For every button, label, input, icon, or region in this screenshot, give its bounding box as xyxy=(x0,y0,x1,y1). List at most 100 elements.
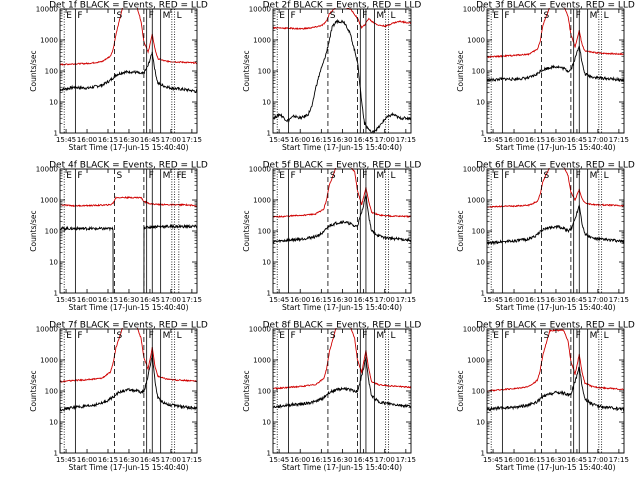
y-tick-label: 1 xyxy=(481,290,485,298)
y-axis-label: Counts/sec xyxy=(456,210,465,251)
series-line-events xyxy=(273,194,411,245)
marker-label: M xyxy=(590,331,598,341)
x-tick-label: 17:00 xyxy=(375,456,395,464)
marker-label: F xyxy=(362,11,367,21)
marker-label: E xyxy=(66,331,72,341)
x-tick-label: 17:00 xyxy=(588,456,608,464)
x-tick-label: 16:15 xyxy=(525,296,545,304)
marker-label: F xyxy=(149,331,154,341)
y-tick-label: 1 xyxy=(54,450,58,458)
y-tick-label: 1 xyxy=(54,290,58,298)
x-axis-label: Start Time (17-Jun-15 15:40:40) xyxy=(282,463,402,472)
plot-frame xyxy=(272,8,412,134)
x-tick-label: 17:00 xyxy=(375,136,395,144)
x-axis-label: Start Time (17-Jun-15 15:40:40) xyxy=(496,463,616,472)
marker-label: S xyxy=(544,11,550,21)
y-axis-label: Counts/sec xyxy=(456,370,465,411)
marker-label: F xyxy=(290,171,295,181)
y-tick-label: 10000 xyxy=(463,326,485,334)
marker-label: F xyxy=(362,171,367,181)
y-tick-label: 10 xyxy=(49,419,58,427)
x-tick-label: 16:30 xyxy=(546,136,566,144)
x-tick-label: 15:45 xyxy=(269,136,289,144)
y-tick-label: 1 xyxy=(481,450,485,458)
x-tick-label: 17:15 xyxy=(609,136,629,144)
panel-title: Det 6f BLACK = Events, RED = LLD xyxy=(476,161,635,171)
x-tick-label: 16:30 xyxy=(546,296,566,304)
panel-title: Det 8f BLACK = Events, RED = LLD xyxy=(263,321,422,331)
marker-label: S xyxy=(117,11,123,21)
x-tick-label: 16:15 xyxy=(98,296,118,304)
y-tick-label: 10000 xyxy=(36,326,58,334)
y-tick-label: 10 xyxy=(49,99,58,107)
y-tick-label: 1000 xyxy=(253,357,271,365)
y-tick-label: 1000 xyxy=(467,357,485,365)
x-tick-label: 16:15 xyxy=(98,456,118,464)
x-tick-label: 17:15 xyxy=(182,296,202,304)
series-line-lld xyxy=(273,8,411,31)
y-tick-label: 1 xyxy=(481,130,485,138)
y-tick-label: 100 xyxy=(258,388,271,396)
panel-title: Det 9f BLACK = Events, RED = LLD xyxy=(476,321,635,331)
x-tick-label: 15:45 xyxy=(483,136,503,144)
marker-label: F xyxy=(576,331,581,341)
x-tick-label: 16:30 xyxy=(332,456,352,464)
y-tick-label: 10 xyxy=(476,419,485,427)
marker-label: F xyxy=(576,11,581,21)
plot-frame xyxy=(486,168,625,294)
y-tick-label: 1 xyxy=(267,450,271,458)
marker-label: S xyxy=(544,171,550,181)
marker-label: M xyxy=(590,171,598,181)
marker-label: M xyxy=(163,11,171,21)
series-line-events xyxy=(487,366,624,413)
x-tick-label: 16:30 xyxy=(332,296,352,304)
marker-label: M xyxy=(163,171,171,181)
y-tick-label: 10000 xyxy=(463,6,485,14)
marker-label: F xyxy=(77,331,82,341)
y-tick-label: 10 xyxy=(476,259,485,267)
x-tick-label: 16:15 xyxy=(525,136,545,144)
marker-label: F xyxy=(177,171,182,181)
series-line-lld xyxy=(487,328,624,392)
marker-label: F xyxy=(290,11,295,21)
plot-frame xyxy=(59,168,198,294)
x-tick-label: 16:45 xyxy=(567,136,587,144)
x-tick-label: 16:45 xyxy=(140,296,160,304)
x-tick-label: 16:45 xyxy=(567,456,587,464)
x-tick-label: 16:30 xyxy=(119,296,139,304)
panel-title: Det 7f BLACK = Events, RED = LLD xyxy=(49,321,208,331)
y-axis-label: Counts/sec xyxy=(456,50,465,91)
series-line-events xyxy=(273,18,411,134)
x-tick-label: 17:15 xyxy=(396,296,416,304)
x-tick-label: 16:15 xyxy=(311,136,331,144)
x-tick-label: 16:15 xyxy=(311,296,331,304)
x-tick-label: 15:45 xyxy=(269,296,289,304)
series-line-events xyxy=(143,223,197,294)
series-line-lld xyxy=(487,168,624,209)
y-tick-label: 100 xyxy=(258,228,271,236)
x-tick-label: 16:30 xyxy=(119,456,139,464)
y-tick-label: 1000 xyxy=(40,37,58,45)
x-tick-label: 17:00 xyxy=(375,296,395,304)
panel-title: Det 5f BLACK = Events, RED = LLD xyxy=(263,161,422,171)
marker-label: F xyxy=(504,171,509,181)
x-tick-label: 15:45 xyxy=(483,456,503,464)
x-tick-label: 16:00 xyxy=(290,456,310,464)
marker-label: L xyxy=(390,331,395,341)
marker-label: L xyxy=(604,331,609,341)
marker-label: M xyxy=(163,331,171,341)
marker-label: E xyxy=(279,11,285,21)
x-tick-label: 16:45 xyxy=(353,296,373,304)
y-tick-label: 100 xyxy=(472,228,485,236)
x-axis-label: Start Time (17-Jun-15 15:40:40) xyxy=(282,303,402,312)
x-tick-label: 16:00 xyxy=(290,136,310,144)
marker-label: M xyxy=(376,11,384,21)
x-tick-label: 16:45 xyxy=(567,296,587,304)
plot-frame xyxy=(272,168,412,294)
x-axis-label: Start Time (17-Jun-15 15:40:40) xyxy=(282,143,402,152)
marker-label: F xyxy=(77,171,82,181)
panel-title: Det 4f BLACK = Events, RED = LLD xyxy=(49,161,208,171)
x-tick-label: 16:00 xyxy=(504,296,524,304)
